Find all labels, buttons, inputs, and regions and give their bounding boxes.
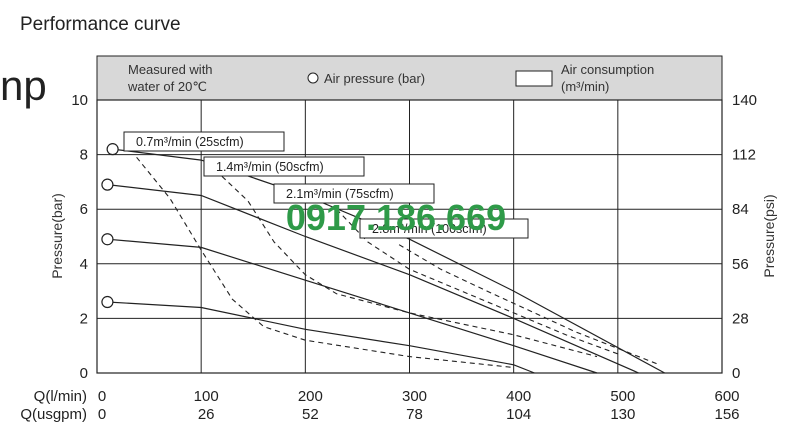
plot-border <box>96 99 723 374</box>
pressure-curve <box>107 184 639 374</box>
y-axis-label-right: Pressure(psi) <box>761 194 777 277</box>
consumption-label-box <box>123 131 285 152</box>
pressure-curve <box>112 148 665 374</box>
x-tick-label-usgpm: 78 <box>406 406 423 423</box>
consumption-label-box <box>203 156 365 177</box>
page-title: Performance curve <box>20 14 181 35</box>
y-tick-label-left: 6 <box>80 201 88 218</box>
pressure-curve <box>107 301 535 374</box>
x-tick-label: 600 <box>714 388 739 405</box>
legend-consumption-line2: (m³/min) <box>561 79 609 94</box>
legend-note-line1: Measured with <box>128 62 213 77</box>
y-tick-label-right: 28 <box>732 310 749 327</box>
x-tick-label-usgpm: 130 <box>610 406 635 423</box>
x-tick-label-usgpm: 26 <box>198 406 215 423</box>
x-axis-label-lmin: Q(l/min) <box>34 388 87 405</box>
x-tick-label: 500 <box>610 388 635 405</box>
x-tick-label-usgpm: 104 <box>506 406 531 423</box>
x-axis-label-usgpm: Q(usgpm) <box>20 406 87 423</box>
consumption-label-box <box>359 218 529 239</box>
y-tick-label-right: 84 <box>732 201 749 218</box>
watermark-phone: 0917.186.669 <box>286 197 506 238</box>
pressure-curve <box>107 238 598 374</box>
y-tick-label-right: 140 <box>732 92 757 109</box>
legend-consumption-line1: Air consumption <box>561 62 654 77</box>
consumption-label-box <box>273 183 435 204</box>
consumption-label: 0.7m³/min (25scfm) <box>136 135 244 149</box>
legend-pressure-label: Air pressure (bar) <box>324 71 425 86</box>
legend-consumption-box <box>515 70 553 87</box>
y-tick-label-right: 56 <box>732 256 749 273</box>
y-tick-label-right: 0 <box>732 365 740 382</box>
consumption-label: 2.8m³/min (100scfm) <box>372 222 487 236</box>
consumption-curve <box>221 176 598 358</box>
pressure-marker <box>101 178 114 191</box>
x-tick-label: 100 <box>194 388 219 405</box>
x-tick-label: 400 <box>506 388 531 405</box>
y-tick-label-left: 0 <box>80 365 88 382</box>
pressure-marker <box>101 295 114 309</box>
legend-pressure-marker <box>307 72 319 84</box>
x-tick-label-usgpm: 0 <box>98 406 106 423</box>
clipped-heading: np <box>0 62 47 109</box>
y-axis-label-left: Pressure(bar) <box>49 193 65 279</box>
y-tick-label-left: 8 <box>80 147 88 164</box>
legend-band <box>96 55 723 101</box>
y-tick-label-left: 4 <box>80 256 88 273</box>
pressure-marker <box>101 233 114 246</box>
y-tick-label-left: 10 <box>71 92 88 109</box>
consumption-label: 2.1m³/min (75scfm) <box>286 187 394 201</box>
x-tick-label: 0 <box>98 388 106 405</box>
y-tick-label-right: 112 <box>732 147 756 164</box>
x-tick-label-usgpm: 52 <box>302 406 319 423</box>
consumption-label: 1.4m³/min (50scfm) <box>216 160 324 174</box>
x-tick-label: 300 <box>402 388 427 405</box>
pressure-marker <box>106 143 119 156</box>
x-tick-label: 200 <box>298 388 323 405</box>
legend-note-line2: water of 20℃ <box>127 79 207 94</box>
consumption-curve <box>136 156 514 369</box>
x-tick-label-usgpm: 156 <box>714 406 739 423</box>
consumption-curve <box>336 208 618 355</box>
consumption-curve <box>398 244 660 366</box>
y-tick-label-left: 2 <box>80 310 88 327</box>
